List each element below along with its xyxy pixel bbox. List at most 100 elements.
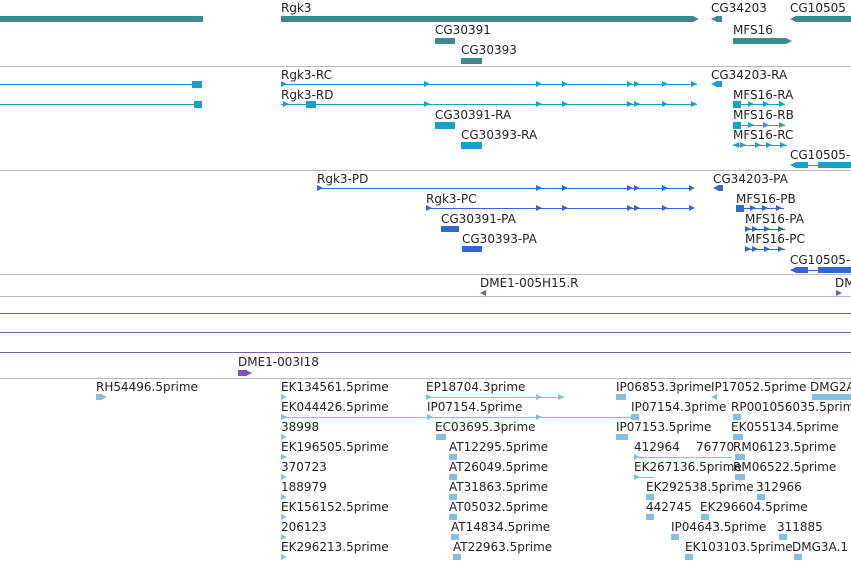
est-arrow-icon[interactable] [281, 554, 287, 560]
est-feature[interactable] [733, 414, 741, 420]
transcript-label-mfs16-ra: MFS16-RA [733, 88, 794, 102]
peptide-exon[interactable] [462, 246, 482, 252]
est-arrow-icon[interactable] [281, 494, 287, 500]
gene-bar-cg10505[interactable] [795, 16, 851, 22]
exon-arrow-icon [689, 185, 695, 191]
transcript-exon[interactable] [716, 81, 722, 87]
est-feature[interactable] [735, 454, 745, 460]
est-feature[interactable] [436, 434, 446, 440]
est-feature[interactable] [812, 394, 851, 400]
est-feature[interactable] [701, 514, 709, 520]
est-label: EK267136.5prime [634, 460, 742, 474]
track-separator [0, 378, 851, 379]
est-label: DMG3A.1 [792, 540, 848, 554]
est-feature[interactable] [631, 414, 639, 420]
gene-bar-rgk3[interactable] [281, 16, 693, 22]
exon-arrow-icon [752, 246, 758, 252]
est-arrow-icon[interactable] [281, 434, 287, 440]
exon-arrow-icon [745, 246, 751, 252]
exon-arrow-icon [634, 205, 640, 211]
peptide-exon[interactable] [818, 267, 851, 273]
exon-arrow-icon [711, 81, 717, 87]
gene-label-rgk3: Rgk3 [281, 1, 312, 15]
transcript-intron-line [281, 84, 697, 85]
peptide-label-cg30391-pa: CG30391-PA [441, 212, 516, 226]
transcript-intron-line [733, 104, 785, 105]
est-label: RP001056035.5prime [731, 400, 851, 414]
gene-label-cg34203: CG34203 [711, 1, 767, 15]
est-feature[interactable] [685, 554, 693, 560]
gene-arrow-icon [693, 16, 699, 22]
est-label: RM06522.5prime [733, 460, 837, 474]
est-arrow-icon[interactable] [281, 394, 287, 400]
est-label: AT14834.5prime [451, 520, 551, 534]
est-feature[interactable] [453, 554, 461, 560]
bac-end-label: DM [835, 276, 851, 290]
est-feature[interactable] [616, 434, 628, 440]
transcript-exon[interactable] [733, 101, 741, 108]
est-arrow-icon[interactable] [426, 394, 432, 400]
bac-end-arrow-icon[interactable] [480, 290, 486, 296]
est-feature[interactable] [449, 454, 457, 460]
exon-arrow-icon [766, 142, 772, 148]
peptide-intron-line [736, 208, 784, 209]
est-feature[interactable] [733, 434, 743, 440]
est-feature[interactable] [449, 474, 457, 480]
gene-bar-cg34203[interactable] [716, 16, 722, 22]
est-feature[interactable] [794, 554, 802, 560]
est-feature[interactable] [449, 514, 457, 520]
est-feature[interactable] [779, 534, 787, 540]
transcript-label-cg10505: CG10505- [790, 148, 851, 162]
exon-arrow-icon [779, 122, 785, 128]
gene-label-cg30391: CG30391 [435, 23, 491, 37]
track-separator [0, 170, 851, 171]
transcript-exon[interactable] [818, 162, 851, 168]
est-arrow-icon[interactable] [281, 474, 287, 480]
exon-arrow-icon [790, 162, 796, 168]
est-feature[interactable] [646, 494, 654, 500]
est-arrow-icon[interactable] [281, 514, 287, 520]
transcript-exon[interactable] [796, 162, 808, 168]
est-feature[interactable] [646, 514, 654, 520]
exon-arrow-icon [750, 205, 756, 211]
est-feature[interactable] [451, 534, 459, 540]
track-separator [0, 274, 851, 275]
transcript-exon[interactable] [194, 101, 202, 108]
peptide-exon[interactable] [796, 267, 808, 273]
transcript-line [0, 84, 198, 85]
peptide-exon[interactable] [441, 226, 459, 232]
est-arrow-icon[interactable] [634, 454, 640, 460]
peptide-exon[interactable] [718, 185, 723, 191]
est-feature[interactable] [735, 474, 745, 480]
bac-end-arrow-icon[interactable] [836, 290, 842, 296]
exon-arrow-icon [627, 101, 633, 107]
est-feature[interactable] [449, 494, 457, 500]
est-label: EK156152.5prime [281, 500, 389, 514]
transcript-exon[interactable] [733, 122, 741, 129]
gene-bar-mfs16[interactable] [733, 38, 786, 44]
est-feature[interactable] [616, 394, 626, 400]
transcript-exon[interactable] [461, 142, 482, 149]
gene-bar[interactable] [0, 16, 203, 22]
est-feature[interactable] [757, 494, 765, 500]
est-arrow-icon[interactable] [711, 394, 717, 400]
exon-arrow-icon [562, 81, 568, 87]
est-feature[interactable] [671, 534, 679, 540]
gene-bar-cg30393[interactable] [461, 58, 482, 64]
est-arrow-icon[interactable] [427, 414, 433, 420]
est-feature[interactable] [96, 394, 102, 400]
bac-clone-bar[interactable] [238, 370, 247, 376]
gene-bar-cg30391[interactable] [435, 38, 455, 44]
peptide-exon[interactable] [736, 205, 744, 212]
est-label: 311885 [777, 520, 823, 534]
est-arrow-icon[interactable] [281, 414, 287, 420]
est-arrow-icon[interactable] [281, 454, 287, 460]
est-arrow-icon[interactable] [634, 474, 640, 480]
exon-arrow-icon [662, 185, 668, 191]
transcript-exon[interactable] [192, 81, 202, 88]
transcript-exon[interactable] [435, 122, 455, 129]
transcript-label-rgk3-rd: Rgk3-RD [281, 88, 334, 102]
est-arrow-icon[interactable] [281, 534, 287, 540]
exon-arrow-icon [779, 101, 785, 107]
transcript-exon[interactable] [306, 101, 316, 108]
